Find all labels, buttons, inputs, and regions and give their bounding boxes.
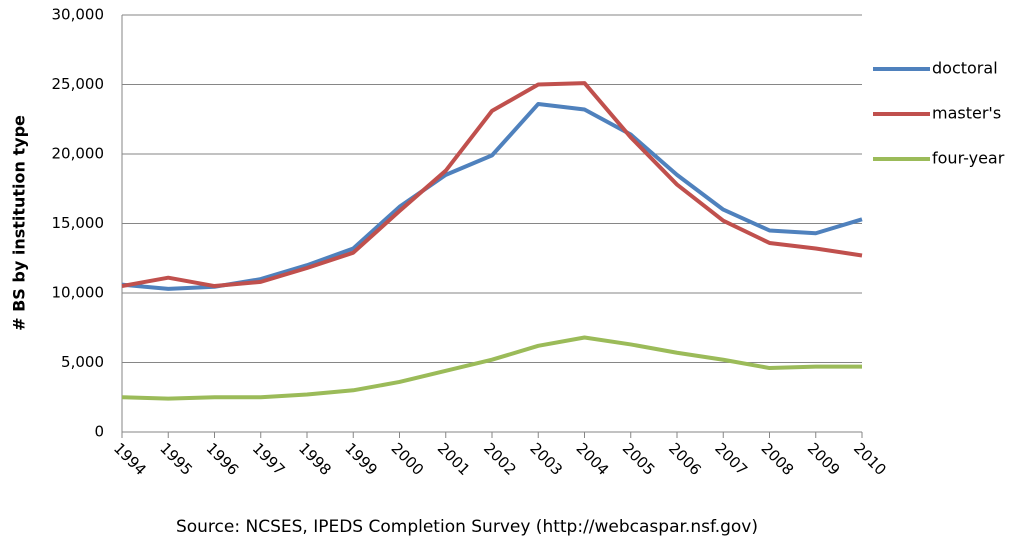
x-tick-label: 1995 [156, 439, 196, 479]
x-tick-label: 2006 [665, 439, 705, 479]
legend-label: four-year [932, 149, 1005, 168]
legend-label: master's [932, 104, 1001, 123]
x-tick-label: 2002 [480, 439, 520, 479]
x-tick-label: 2005 [619, 439, 659, 479]
source-note: Source: NCSES, IPEDS Completion Survey (… [176, 517, 758, 537]
y-axis-label: # BS by institution type [10, 115, 29, 331]
y-tick-label: 30,000 [52, 6, 105, 24]
x-tick-label: 2004 [572, 439, 612, 479]
x-tick-label: 1997 [249, 439, 289, 479]
x-tick-label: 2009 [804, 439, 844, 479]
series-line [121, 335, 862, 401]
x-tick-label: 1994 [110, 439, 150, 479]
x-tick-label: 2010 [850, 439, 890, 479]
y-tick-label: 5,000 [61, 353, 104, 371]
x-tick-label: 2000 [387, 439, 427, 479]
x-tick-label: 1999 [341, 439, 381, 479]
x-tick-label: 2001 [434, 439, 474, 479]
legend-label: doctoral [932, 59, 998, 78]
series-line [121, 81, 863, 289]
x-tick-label: 1998 [295, 439, 335, 479]
x-tick-label: 2008 [757, 439, 797, 479]
y-tick-label: 20,000 [52, 145, 105, 163]
x-tick-label: 2007 [711, 439, 751, 479]
y-tick-label: 10,000 [52, 284, 105, 302]
series-line [121, 101, 863, 291]
x-tick-label: 2003 [526, 439, 566, 479]
x-tick-label: 1996 [202, 439, 242, 479]
y-tick-label: 0 [94, 423, 104, 441]
y-tick-label: 15,000 [52, 214, 105, 232]
y-tick-label: 25,000 [52, 75, 105, 93]
